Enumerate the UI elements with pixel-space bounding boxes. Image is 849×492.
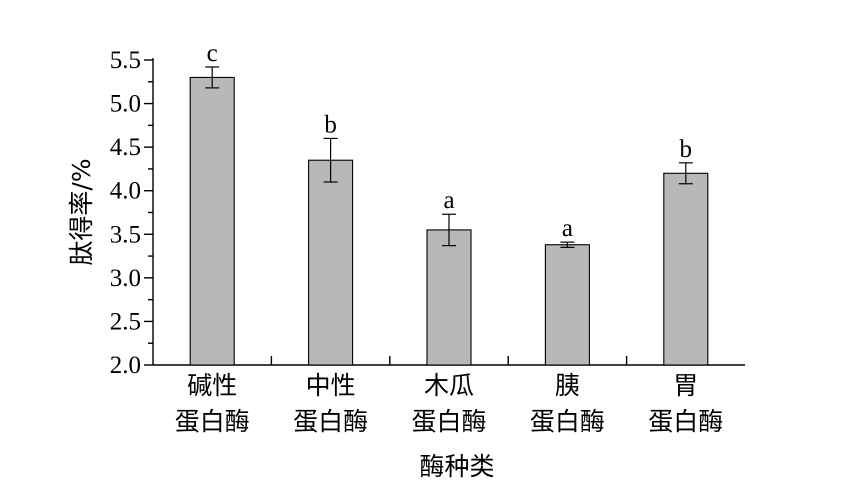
x-tick-label: 胰	[555, 371, 580, 400]
bars	[189, 66, 709, 366]
x-tick-label: 蛋白酶	[648, 407, 723, 436]
y-tick-label: 3.5	[110, 221, 141, 248]
y-tick-label: 5.5	[110, 47, 141, 74]
x-tick-label: 中性	[306, 371, 356, 400]
y-axis-title: 肽得率/%	[67, 158, 96, 265]
significance-label: b	[680, 136, 693, 163]
y-tick-label: 2.0	[110, 352, 141, 379]
x-tick-label: 碱性	[187, 371, 237, 400]
bar	[544, 244, 590, 366]
bar	[189, 76, 235, 366]
significance-label: b	[324, 111, 337, 138]
x-tick-label: 胃	[673, 371, 698, 400]
bar	[663, 172, 709, 366]
x-tick-label: 蛋白酶	[293, 407, 368, 436]
y-tick-label: 5.0	[110, 91, 141, 118]
x-tick-label: 蛋白酶	[530, 407, 605, 436]
y-tick-label: 4.5	[110, 134, 141, 161]
y-tick-label: 2.5	[110, 308, 141, 335]
x-tick-label: 木瓜	[424, 371, 474, 400]
y-tick-label: 4.0	[110, 178, 141, 205]
significance-label: a	[562, 215, 573, 242]
significance-label: a	[443, 187, 454, 214]
bar	[308, 159, 354, 366]
x-tick-label: 蛋白酶	[175, 407, 250, 436]
bar	[426, 229, 472, 366]
x-axis-title: 酶种类	[419, 452, 494, 481]
y-tick-label: 3.0	[110, 265, 141, 292]
significance-label: c	[207, 40, 218, 67]
x-tick-label: 蛋白酶	[411, 407, 486, 436]
